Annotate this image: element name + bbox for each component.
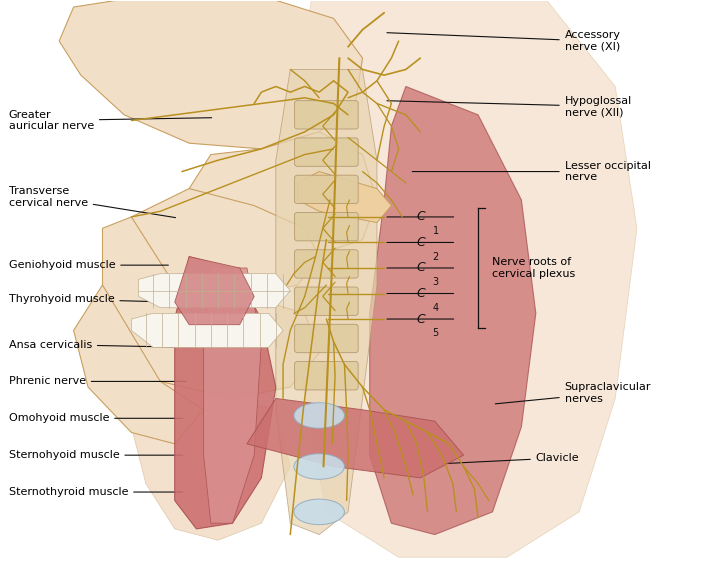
Text: C: C [417,210,426,223]
Text: Thyrohyoid muscle: Thyrohyoid muscle [9,294,168,304]
Polygon shape [276,70,377,535]
Polygon shape [131,189,319,296]
Text: C: C [417,236,426,249]
Text: 4: 4 [433,303,439,313]
Polygon shape [204,268,262,523]
Text: Lesser occipital
nerve: Lesser occipital nerve [413,161,651,182]
FancyBboxPatch shape [294,101,358,129]
Text: Omohyoid muscle: Omohyoid muscle [9,413,183,424]
Text: 2: 2 [433,251,439,262]
Polygon shape [138,274,290,308]
Polygon shape [247,398,463,478]
Text: C: C [417,287,426,300]
Text: 3: 3 [433,277,439,287]
Ellipse shape [294,499,344,524]
FancyBboxPatch shape [294,213,358,241]
Polygon shape [175,256,276,529]
Text: C: C [417,262,426,275]
Text: Clavicle: Clavicle [444,453,579,463]
Text: Transverse
cervical nerve: Transverse cervical nerve [9,186,175,218]
Text: 5: 5 [433,328,439,338]
Polygon shape [175,256,254,325]
Polygon shape [59,0,362,149]
Polygon shape [290,0,637,557]
Text: Ansa cervicalis: Ansa cervicalis [9,340,190,349]
FancyBboxPatch shape [294,287,358,315]
Text: Accessory
nerve (XI): Accessory nerve (XI) [387,30,621,52]
Polygon shape [297,172,392,223]
Text: Phrenic nerve: Phrenic nerve [9,376,186,386]
Text: Sternothyroid muscle: Sternothyroid muscle [9,487,183,497]
Polygon shape [370,87,536,535]
Polygon shape [74,285,204,444]
Text: C: C [417,312,426,325]
FancyBboxPatch shape [294,324,358,353]
Text: Sternohyoid muscle: Sternohyoid muscle [9,450,183,460]
Text: Hypoglossal
nerve (XII): Hypoglossal nerve (XII) [387,96,632,117]
Polygon shape [131,381,290,540]
Text: Nerve roots of
cervical plexus: Nerve roots of cervical plexus [492,257,576,279]
Text: Geniohyoid muscle: Geniohyoid muscle [9,260,168,270]
Ellipse shape [294,402,344,428]
Text: Supraclavicular
nerves: Supraclavicular nerves [495,382,651,404]
Polygon shape [131,314,283,347]
Text: 1: 1 [433,226,439,236]
Ellipse shape [294,454,344,479]
FancyBboxPatch shape [294,250,358,278]
Text: Greater
auricular nerve: Greater auricular nerve [9,109,212,131]
FancyBboxPatch shape [294,361,358,390]
FancyBboxPatch shape [294,138,358,166]
Polygon shape [189,132,377,256]
Polygon shape [102,217,319,398]
FancyBboxPatch shape [294,175,358,203]
